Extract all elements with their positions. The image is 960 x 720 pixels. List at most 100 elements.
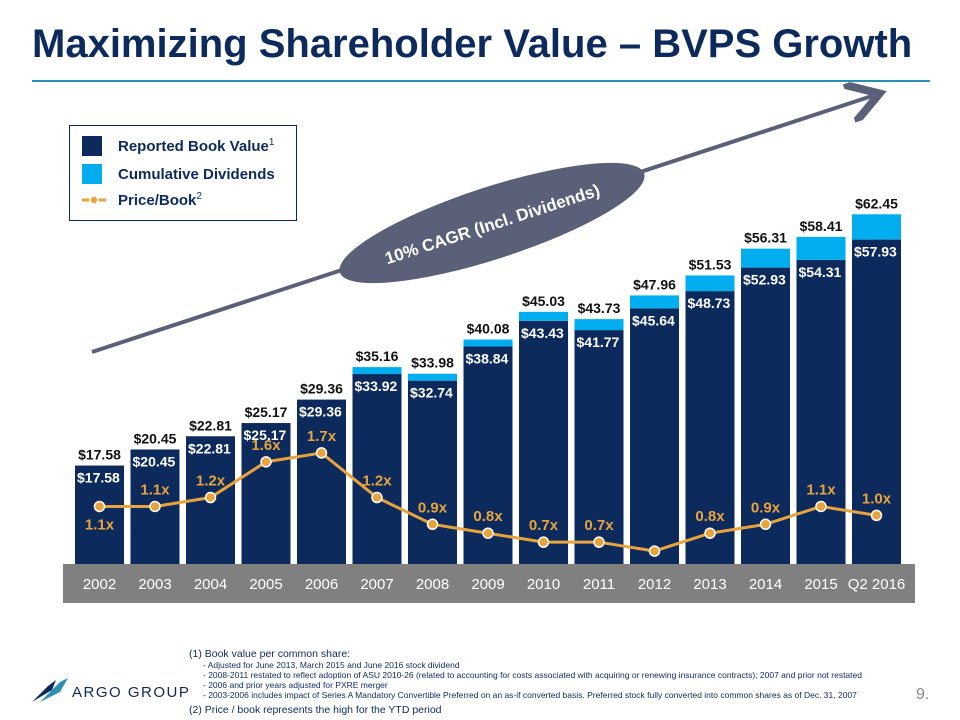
book-value-label: $48.73: [688, 295, 731, 311]
dividends-swatch: [82, 164, 102, 184]
price-book-label: 1.1x: [85, 516, 115, 533]
x-axis-band: [63, 564, 915, 603]
price-book-point: [593, 536, 605, 548]
footnote-ref-2: 2: [196, 191, 202, 202]
price-book-label: 1.6x: [251, 437, 281, 454]
footnote-2: (2) Price / book represents the high for…: [189, 704, 442, 716]
price-book-label: 0.7x: [584, 517, 614, 534]
total-value-label: $58.41: [800, 218, 843, 234]
book-value-label: $57.93: [854, 244, 897, 260]
book-value-label: $17.58: [77, 470, 120, 486]
legend-label-book-value: Reported Book Value: [118, 138, 269, 155]
dividends-bar: [352, 367, 402, 375]
total-value-label: $29.36: [300, 381, 343, 397]
page-title: Maximizing Shareholder Value – BVPS Grow…: [32, 22, 913, 66]
footnote-1-item: - 2006 and prior years adjusted for PXRE…: [203, 680, 388, 690]
book-value-bar: [241, 423, 291, 564]
x-axis-tick-label: 2006: [305, 576, 338, 593]
legend-item-book-value: Reported Book Value1: [82, 136, 274, 156]
bvps-chart: $17.58 $17.58 $20.45 $20.45 $22.81 $22.81 $25.…: [63, 0, 915, 603]
total-value-label: $45.03: [522, 293, 565, 309]
book-value-label: $38.84: [466, 350, 509, 366]
total-value-label: $51.53: [689, 256, 732, 272]
price-book-point: [759, 518, 772, 531]
dividends-bar: [630, 295, 679, 309]
price-book-point: [149, 500, 161, 513]
x-axis-tick-label: 2010: [527, 576, 560, 593]
total-value-label: $17.58: [78, 447, 121, 463]
price-book-point: [870, 509, 883, 522]
cagr-badge: 10% CAGR (Incl. Dividends): [339, 162, 645, 284]
book-value-bar: [796, 259, 846, 564]
total-value-label: $62.45: [855, 195, 898, 211]
x-axis-tick-label: 2011: [583, 576, 615, 593]
price-book-label: 1.1x: [806, 481, 836, 498]
book-value-label: $54.31: [799, 264, 842, 280]
book-value-bar: [352, 374, 402, 564]
price-book-point: [704, 527, 716, 539]
book-value-bar: [630, 308, 679, 564]
x-axis-tick-label: 2013: [693, 576, 726, 593]
book-value-label: $22.81: [188, 440, 231, 456]
x-axis-tick-label: 2015: [804, 576, 837, 593]
book-value-bar: [297, 399, 346, 564]
price-book-point: [482, 527, 494, 539]
dividends-bar: [574, 319, 624, 331]
price-book-point: [815, 500, 827, 513]
price-book-label: 0.8x: [473, 508, 503, 525]
footnotes: (1) Book value per common share: - Adjus…: [189, 648, 909, 716]
x-axis-tick-label: 2014: [749, 576, 782, 593]
legend-label-dividends: Cumulative Dividends: [118, 165, 275, 183]
book-value-bar: [75, 465, 124, 564]
book-value-label: $52.93: [743, 272, 786, 288]
book-value-label: $41.77: [577, 334, 620, 350]
price-book-point: [204, 491, 217, 504]
dividends-bar: [519, 311, 568, 321]
logo-text: ARGO GROUP: [72, 684, 191, 701]
total-value-label: $40.08: [467, 321, 510, 337]
price-book-label: 1.7x: [307, 428, 337, 445]
price-book-point: [426, 518, 439, 531]
legend-item-dividends: Cumulative Dividends: [82, 164, 275, 184]
price-book-label: 1.0x: [862, 490, 892, 507]
price-book-point: [93, 500, 106, 513]
x-axis-tick-label: 2003: [138, 576, 171, 593]
price-book-point: [315, 447, 328, 459]
dividends-bar: [408, 373, 457, 381]
price-book-label: 1.2x: [362, 473, 392, 490]
total-value-label: $22.81: [189, 417, 232, 433]
total-value-label: $25.17: [245, 404, 288, 420]
page-number: 9.: [916, 686, 930, 703]
price-book-label: 0.9x: [418, 499, 448, 516]
total-value-label: $33.98: [411, 355, 454, 371]
book-value-label: $32.74: [410, 385, 453, 401]
footnote-1-item: - Adjusted for June 2013, March 2015 and…: [203, 660, 460, 670]
book-value-bar: [519, 320, 568, 564]
total-value-label: $43.73: [578, 300, 621, 316]
price-book-point: [537, 536, 550, 548]
book-value-label: $20.45: [133, 453, 176, 469]
book-value-bar: [741, 267, 790, 564]
book-value-bar: [408, 380, 457, 564]
x-axis-tick-label: 2005: [249, 576, 282, 593]
footnote-1-item: - 2008-2011 restated to reflect adoption…: [203, 670, 862, 680]
total-value-label: $20.45: [134, 430, 177, 446]
footnote-ref-1: 1: [268, 137, 275, 148]
argo-group-logo: ARGO GROUP: [30, 676, 189, 706]
price-book-point: [260, 456, 272, 468]
book-value-label: $29.36: [299, 404, 342, 420]
total-value-label: $47.96: [633, 276, 676, 292]
x-axis-tick-label: 2002: [83, 576, 116, 593]
price-book-swatch: [82, 195, 106, 205]
legend-item-price-book: Price/Book2: [82, 190, 202, 210]
price-book-point: [371, 491, 383, 504]
book-value-label: $25.17: [244, 427, 287, 443]
price-book-point: [648, 545, 661, 557]
x-axis-tick-label: Q2 2016: [848, 576, 906, 593]
price-book-label: 0.9x: [751, 499, 781, 516]
x-axis-tick-label: 2008: [416, 576, 449, 593]
legend-label-price-book: Price/Book: [118, 192, 197, 209]
price-book-label: 0.8x: [695, 508, 725, 525]
book-value-label: $45.64: [632, 312, 675, 328]
book-value-bar: [574, 330, 624, 564]
